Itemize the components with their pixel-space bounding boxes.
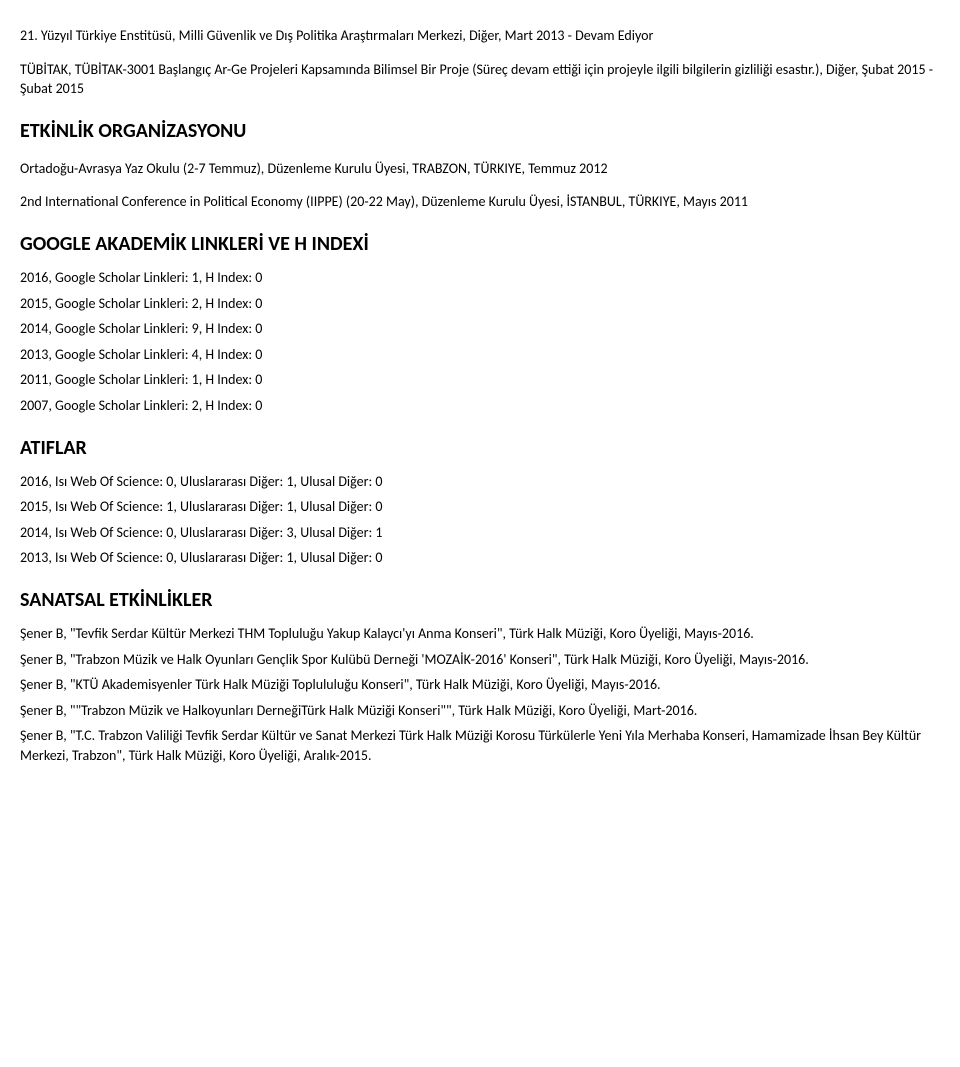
sanat-item: Şener B, "Tevfik Serdar Kültür Merkezi T… [20, 624, 940, 644]
google-item: 2011, Google Scholar Linkleri: 1, H Inde… [20, 370, 940, 390]
google-item: 2014, Google Scholar Linkleri: 9, H Inde… [20, 319, 940, 339]
org-item-2: 2nd International Conference in Politica… [20, 192, 940, 212]
heading-atiflar: ATIFLAR [20, 434, 940, 462]
intro-para-2: TÜBİTAK, TÜBİTAK-3001 Başlangıç Ar-Ge Pr… [20, 60, 940, 99]
heading-google-akademik: GOOGLE AKADEMİK LINKLERİ VE H INDEXİ [20, 230, 940, 258]
atif-item: 2013, Isı Web Of Science: 0, Uluslararas… [20, 548, 940, 568]
sanat-item: Şener B, ""Trabzon Müzik ve Halkoyunları… [20, 701, 940, 721]
sanat-item: Şener B, "Trabzon Müzik ve Halk Oyunları… [20, 650, 940, 670]
google-item: 2016, Google Scholar Linkleri: 1, H Inde… [20, 268, 940, 288]
google-item: 2015, Google Scholar Linkleri: 2, H Inde… [20, 294, 940, 314]
sanat-item: Şener B, "KTÜ Akademisyenler Türk Halk M… [20, 675, 940, 695]
heading-sanatsal-etkinlikler: SANATSAL ETKİNLİKLER [20, 586, 940, 614]
intro-para-1: 21. Yüzyıl Türkiye Enstitüsü, Milli Güve… [20, 26, 940, 46]
google-item: 2007, Google Scholar Linkleri: 2, H Inde… [20, 396, 940, 416]
heading-etkinlik-organizasyonu: ETKİNLİK ORGANİZASYONU [20, 117, 940, 145]
atif-item: 2016, Isı Web Of Science: 0, Uluslararas… [20, 472, 940, 492]
google-item: 2013, Google Scholar Linkleri: 4, H Inde… [20, 345, 940, 365]
atif-item: 2014, Isı Web Of Science: 0, Uluslararas… [20, 523, 940, 543]
atif-item: 2015, Isı Web Of Science: 1, Uluslararas… [20, 497, 940, 517]
sanat-item: Şener B, "T.C. Trabzon Valiliği Tevfik S… [20, 726, 940, 765]
org-item-1: Ortadoğu-Avrasya Yaz Okulu (2-7 Temmuz),… [20, 159, 940, 179]
